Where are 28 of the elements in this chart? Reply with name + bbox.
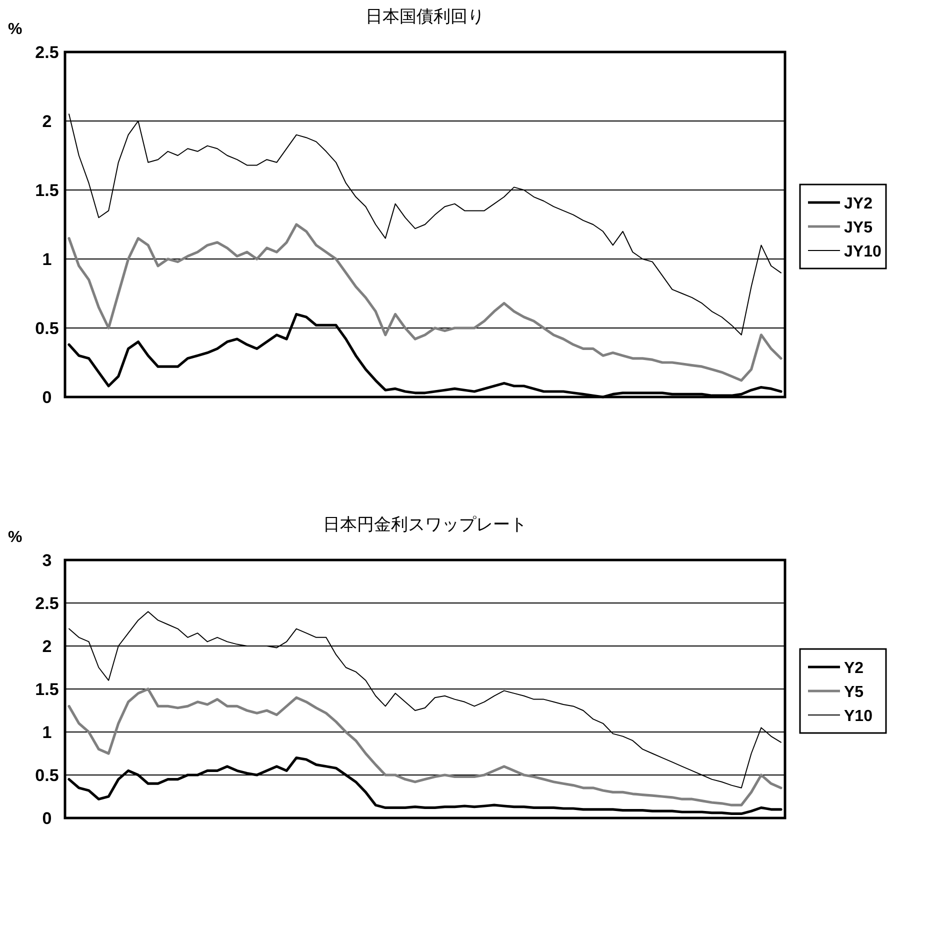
y-tick-label: 1 bbox=[42, 250, 52, 269]
y-axis-title: % bbox=[8, 21, 22, 38]
legend-label: Y10 bbox=[844, 708, 873, 725]
y-tick-label: 0.5 bbox=[35, 766, 59, 785]
legend-label: JY2 bbox=[844, 196, 873, 212]
y-tick-label: 0 bbox=[42, 809, 52, 828]
line-series bbox=[68, 114, 782, 336]
legend-label: JY5 bbox=[844, 220, 873, 236]
y-tick-label: 0 bbox=[42, 388, 52, 407]
line-series bbox=[68, 688, 782, 806]
line-series bbox=[68, 223, 782, 382]
y-tick-label: 2.5 bbox=[35, 43, 59, 62]
y-tick-label: 2 bbox=[42, 112, 52, 131]
legend-label: Y2 bbox=[844, 660, 864, 677]
line-series bbox=[68, 756, 782, 815]
y-tick-label: 1.5 bbox=[35, 680, 59, 699]
y-tick-label: 2.5 bbox=[35, 594, 59, 613]
y-tick-label: 0.5 bbox=[35, 319, 59, 338]
chart-title: 日本国債利回り bbox=[366, 7, 484, 26]
y-tick-label: 2 bbox=[42, 637, 52, 656]
chart-title: 日本円金利スワップレート bbox=[323, 515, 527, 534]
y-tick-label: 1.5 bbox=[35, 181, 59, 200]
legend-label: JY10 bbox=[844, 244, 882, 260]
y-axis-title: % bbox=[8, 529, 22, 546]
y-tick-label: 1 bbox=[42, 723, 52, 742]
legend-label: Y5 bbox=[844, 684, 864, 701]
y-tick-label: 3 bbox=[42, 551, 52, 570]
line-series bbox=[68, 611, 782, 788]
